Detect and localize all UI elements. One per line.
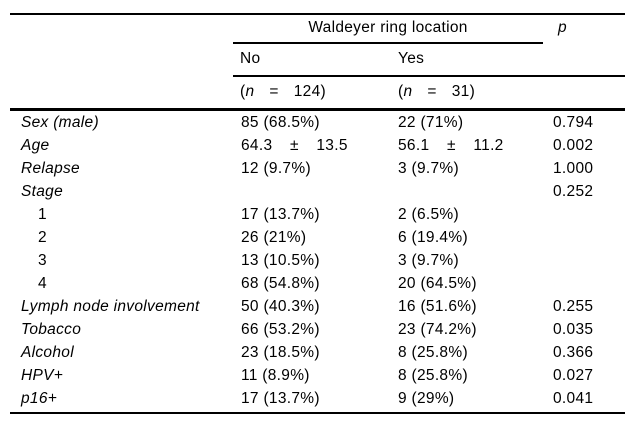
row-label: Sex (male)	[21, 114, 99, 131]
cell-p: 0.794	[553, 114, 594, 131]
n-equals: =	[427, 83, 437, 100]
cell-no: 66 (53.2%)	[241, 321, 320, 338]
header-body-separator-rule	[10, 108, 625, 111]
cell-no: 85 (68.5%)	[241, 114, 320, 131]
cell-p: 0.252	[553, 183, 594, 200]
n-open: (n	[240, 83, 255, 100]
cell-no: 17 (13.7%)	[241, 390, 320, 407]
cell-no	[241, 180, 398, 203]
cell-yes: 3 (9.7%)	[398, 252, 459, 269]
row-label: Stage	[21, 183, 64, 200]
row-label: 1	[38, 206, 47, 223]
p-value-column-header: p	[558, 19, 567, 36]
table-row-relapse: Relapse 12 (9.7%) 3 (9.7%) 1.000	[10, 157, 625, 180]
cell-yes: 8 (25.8%)	[398, 367, 468, 384]
cell-yes: 23 (74.2%)	[398, 321, 477, 338]
row-label: Relapse	[21, 160, 80, 177]
cell-yes: 8 (25.8%)	[398, 344, 468, 361]
table-top-rule	[10, 13, 625, 15]
row-label: 3	[38, 252, 47, 269]
cell-yes: 6 (19.4%)	[398, 229, 468, 246]
n-open: (n	[398, 83, 413, 100]
cell-yes: 16 (51.6%)	[398, 298, 477, 315]
cell-yes: 9 (29%)	[398, 390, 455, 407]
cell-p: 0.255	[553, 298, 594, 315]
table-row-tobacco: Tobacco 66 (53.2%) 23 (74.2%) 0.035	[10, 318, 625, 341]
cell-no: 26 (21%)	[241, 229, 307, 246]
cell-yes: 20 (64.5%)	[398, 275, 477, 292]
table-row-stage-3: 3 13 (10.5%) 3 (9.7%)	[10, 249, 625, 272]
cell-p	[553, 249, 625, 272]
n-value: 124)	[293, 83, 326, 100]
column-header-no: No	[240, 50, 261, 67]
row-label: HPV+	[21, 367, 64, 384]
cell-p: 0.041	[553, 390, 594, 407]
table-row-stage: Stage 0.252	[10, 180, 625, 203]
cell-yes: 56.1 ± 11.2	[398, 137, 504, 154]
cell-yes: 3 (9.7%)	[398, 160, 459, 177]
cell-yes: 2 (6.5%)	[398, 206, 459, 223]
cell-p	[553, 203, 625, 226]
row-label: 2	[38, 229, 47, 246]
row-label: Alcohol	[21, 344, 74, 361]
table-row-stage-4: 4 68 (54.8%) 20 (64.5%)	[10, 272, 625, 295]
row-label: Tobacco	[21, 321, 82, 338]
cell-yes: 22 (71%)	[398, 114, 464, 131]
cell-p: 0.035	[553, 321, 594, 338]
table-row-hpv: HPV+ 11 (8.9%) 8 (25.8%) 0.027	[10, 364, 625, 387]
table-row-age: Age 64.3 ± 13.5 56.1 ± 11.2 0.002	[10, 134, 625, 157]
table-row-sex: Sex (male) 85 (68.5%) 22 (71%) 0.794	[10, 111, 625, 134]
sample-size-yes: (n = 31)	[398, 81, 475, 103]
cell-no: 11 (8.9%)	[241, 367, 310, 384]
table-row-stage-2: 2 26 (21%) 6 (19.4%)	[10, 226, 625, 249]
row-label: 4	[38, 275, 47, 292]
table-row-lymph-node: Lymph node involvement 50 (40.3%) 16 (51…	[10, 295, 625, 318]
table-row-p16: p16+ 17 (13.7%) 9 (29%) 0.041	[10, 387, 625, 410]
cell-yes	[398, 180, 553, 203]
cell-p: 0.366	[553, 344, 594, 361]
cell-no: 12 (9.7%)	[241, 160, 311, 177]
column-group-header: Waldeyer ring location	[308, 19, 468, 36]
cell-p	[553, 226, 625, 249]
n-value: 31)	[451, 83, 476, 100]
cell-p: 0.002	[553, 137, 594, 154]
cell-no: 68 (54.8%)	[241, 275, 320, 292]
cell-no: 13 (10.5%)	[241, 252, 320, 269]
row-label: Lymph node involvement	[21, 298, 200, 315]
sample-size-no: (n = 124)	[240, 81, 326, 103]
cell-no: 23 (18.5%)	[241, 344, 320, 361]
table-body: Sex (male) 85 (68.5%) 22 (71%) 0.794 Age…	[10, 111, 625, 410]
table-row-stage-1: 1 17 (13.7%) 2 (6.5%)	[10, 203, 625, 226]
row-label: p16+	[21, 390, 58, 407]
n-equals: =	[269, 83, 279, 100]
cell-no: 17 (13.7%)	[241, 206, 320, 223]
table-row-alcohol: Alcohol 23 (18.5%) 8 (25.8%) 0.366	[10, 341, 625, 364]
column-group-underline	[233, 42, 543, 44]
table-bottom-rule	[10, 412, 625, 414]
row-label: Age	[21, 137, 50, 154]
cell-p	[553, 272, 625, 295]
cell-p: 1.000	[553, 160, 594, 177]
subheader-rule	[233, 75, 625, 77]
cell-p: 0.027	[553, 367, 594, 384]
column-header-yes: Yes	[398, 50, 425, 67]
cell-no: 50 (40.3%)	[241, 298, 320, 315]
cell-no: 64.3 ± 13.5	[241, 137, 348, 154]
